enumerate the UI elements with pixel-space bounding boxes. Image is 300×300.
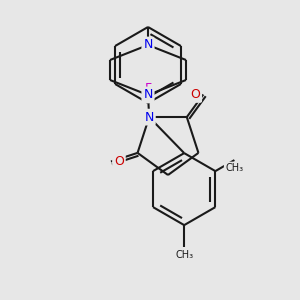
Text: CH₃: CH₃ — [175, 250, 193, 260]
Text: N: N — [145, 111, 154, 124]
Text: O: O — [114, 155, 124, 168]
Text: N: N — [143, 88, 153, 101]
Text: N: N — [143, 38, 153, 52]
Text: F: F — [144, 82, 152, 95]
Text: CH₃: CH₃ — [225, 163, 244, 173]
Text: O: O — [190, 88, 200, 101]
